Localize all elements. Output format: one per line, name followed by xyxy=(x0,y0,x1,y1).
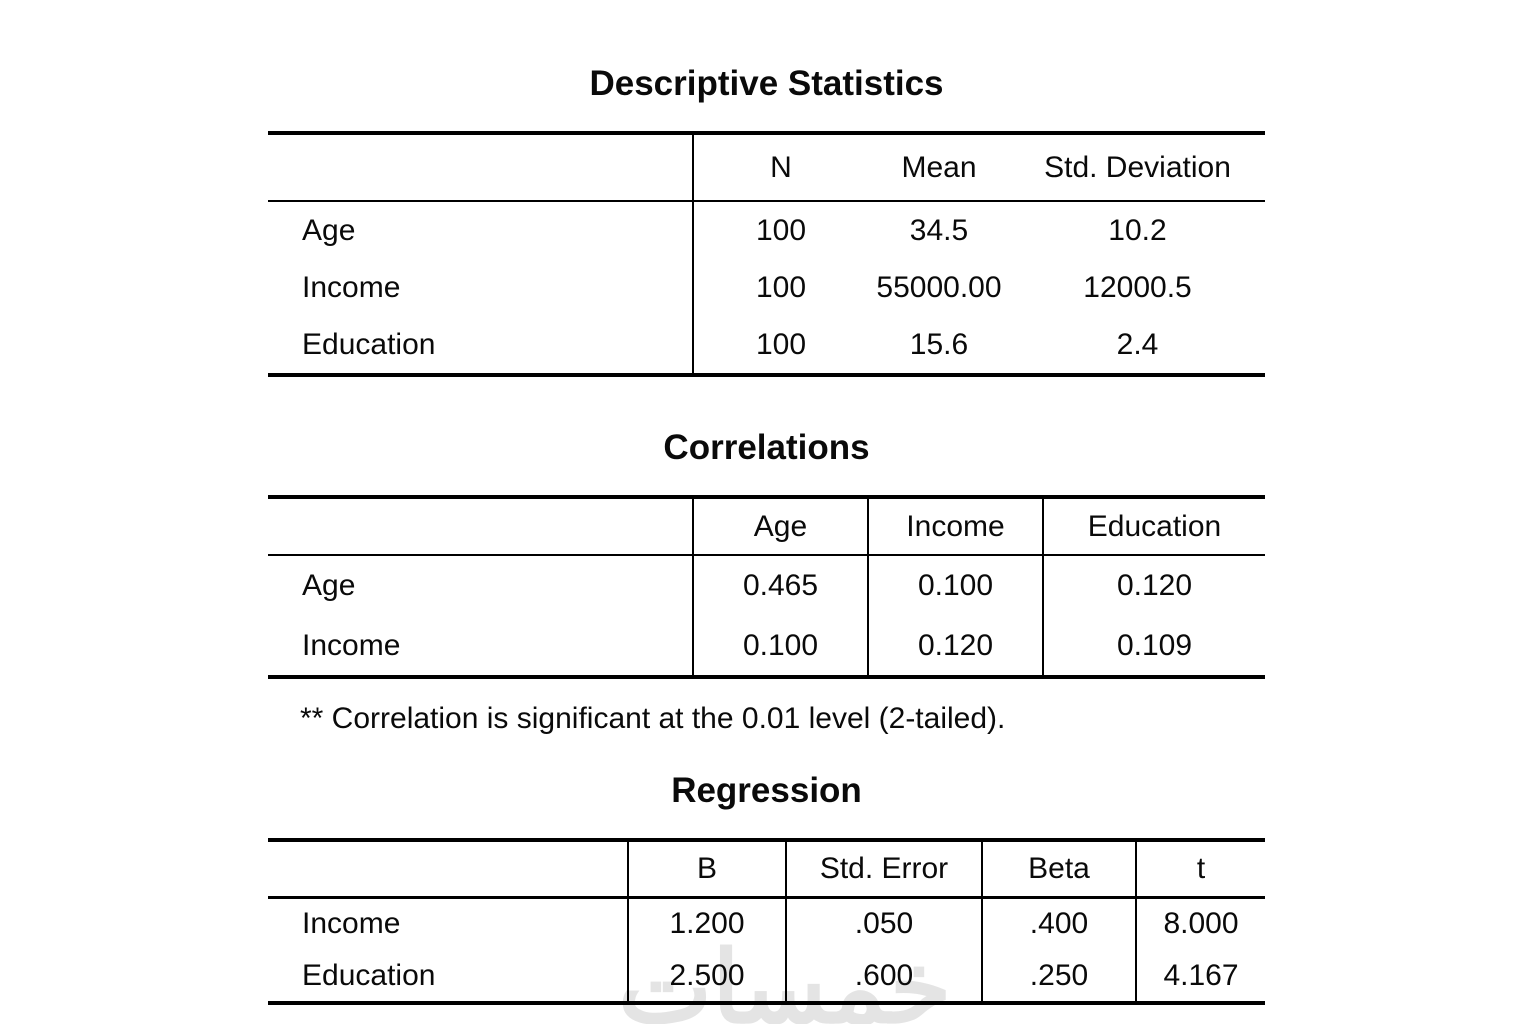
column-header-education: Education xyxy=(1042,497,1265,555)
table-cell: 100 xyxy=(692,259,868,317)
column-header-std-error: Std. Error xyxy=(785,840,982,897)
corner-cell xyxy=(268,497,693,555)
table-cell: 10.2 xyxy=(1108,213,1167,247)
column-header-t: t xyxy=(1135,840,1265,897)
column-header-b: B xyxy=(627,840,786,897)
table-cell: 0.465 xyxy=(692,555,868,616)
table-row: Education 100 15.6 2.4 xyxy=(268,317,1265,375)
table-row: Income 0.100 0.120 0.109 xyxy=(268,616,1265,677)
descriptives-table: N Mean Std. Deviation Age 100 34.5 10.2 … xyxy=(268,131,1265,377)
table-cell: 2.4 xyxy=(1116,328,1159,361)
column-header-std-deviation: Std. Deviation xyxy=(1044,150,1231,184)
table-cell: .250 xyxy=(981,950,1136,1003)
column-header-n: N xyxy=(692,133,868,201)
corner-cell xyxy=(268,840,628,897)
table-cell: 1.200 xyxy=(627,897,786,950)
row-label-income: Income xyxy=(302,907,401,941)
table-cell: 34.5 xyxy=(909,213,969,247)
column-header-income: Income xyxy=(867,497,1043,555)
table-cell: 100 xyxy=(692,317,868,375)
corner-cell xyxy=(268,133,693,201)
table-cell: .050 xyxy=(785,897,982,950)
correlations-table: Age Income Education Age 0.465 0.100 0.1… xyxy=(268,495,1265,679)
column-header-mean: Mean xyxy=(901,150,977,184)
correlations-header-row: Age Income Education xyxy=(268,497,1265,555)
row-label-education: Education xyxy=(302,958,436,992)
descriptives-title: Descriptive Statistics xyxy=(589,64,944,103)
table-cell: .400 xyxy=(981,897,1136,950)
table-cell: 2.500 xyxy=(627,950,786,1003)
regression-title: Regression xyxy=(671,771,862,810)
table-cell: 0.100 xyxy=(692,616,868,677)
column-header-beta: Beta xyxy=(981,840,1136,897)
table-cell: 100 xyxy=(692,201,868,259)
table-cell: 55000.00 xyxy=(876,271,1002,304)
correlations-title: Correlations xyxy=(663,428,870,467)
table-cell: 0.120 xyxy=(1042,555,1265,616)
row-label-education: Education xyxy=(302,328,436,361)
table-row: Age 100 34.5 10.2 xyxy=(268,201,1265,259)
table-cell: 15.6 xyxy=(909,328,969,361)
table-cell: 8.000 xyxy=(1135,897,1265,950)
table-row: Education 2.500 .600 .250 4.167 xyxy=(268,950,1265,1003)
table-cell: 4.167 xyxy=(1135,950,1265,1003)
table-row: Income 100 55000.00 12000.5 xyxy=(268,259,1265,317)
table-cell: 12000.5 xyxy=(1083,271,1192,304)
regression-table: B Std. Error Beta t Income 1.200 .050 .4… xyxy=(268,838,1265,1005)
correlation-significance-footnote: ** Correlation is significant at the 0.0… xyxy=(300,702,1006,735)
table-cell: .600 xyxy=(785,950,982,1003)
row-label-income: Income xyxy=(302,628,401,662)
column-header-age: Age xyxy=(692,497,868,555)
table-cell: 0.120 xyxy=(867,616,1043,677)
table-cell: 0.100 xyxy=(867,555,1043,616)
table-row: Income 1.200 .050 .400 8.000 xyxy=(268,897,1265,950)
table-cell: 0.109 xyxy=(1042,616,1265,677)
table-row: Age 0.465 0.100 0.120 xyxy=(268,555,1265,616)
regression-header-row: B Std. Error Beta t xyxy=(268,840,1265,897)
row-label-age: Age xyxy=(302,213,356,247)
descriptives-header-row: N Mean Std. Deviation xyxy=(268,133,1265,201)
row-label-income: Income xyxy=(302,271,401,304)
row-label-age: Age xyxy=(302,569,356,602)
